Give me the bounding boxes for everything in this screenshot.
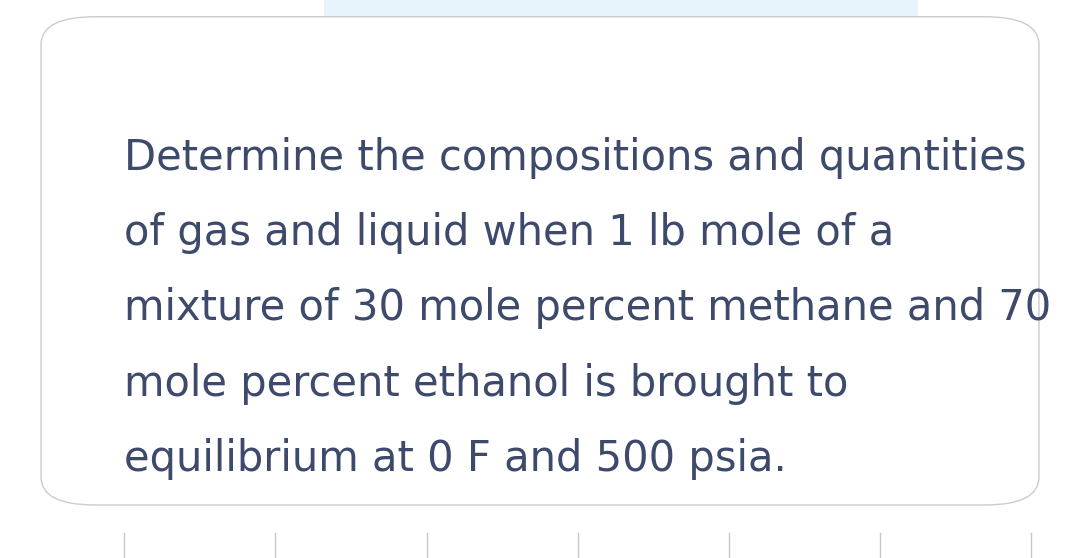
- Text: Determine the compositions and quantities: Determine the compositions and quantitie…: [124, 137, 1027, 179]
- Text: mole percent ethanol is brought to: mole percent ethanol is brought to: [124, 363, 849, 405]
- Text: mixture of 30 mole percent methane and 70: mixture of 30 mole percent methane and 7…: [124, 287, 1052, 329]
- Text: equilibrium at 0 F and 500 psia.: equilibrium at 0 F and 500 psia.: [124, 438, 787, 480]
- Text: of gas and liquid when 1 lb mole of a: of gas and liquid when 1 lb mole of a: [124, 212, 894, 254]
- Bar: [324, 0, 918, 100]
- FancyBboxPatch shape: [41, 17, 1039, 505]
